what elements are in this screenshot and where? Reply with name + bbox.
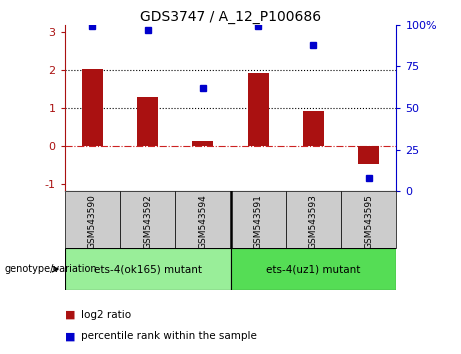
Bar: [192, 141, 213, 146]
Text: GSM543594: GSM543594: [198, 194, 207, 249]
Bar: [358, 146, 379, 164]
Text: log2 ratio: log2 ratio: [81, 310, 131, 320]
Bar: [286, 191, 341, 248]
Bar: [248, 73, 269, 146]
Text: ets-4(ok165) mutant: ets-4(ok165) mutant: [94, 264, 201, 274]
Text: GSM543595: GSM543595: [364, 194, 373, 249]
Bar: [230, 248, 396, 290]
Text: ■: ■: [65, 310, 75, 320]
Text: ets-4(uz1) mutant: ets-4(uz1) mutant: [266, 264, 361, 274]
Bar: [137, 97, 158, 146]
Text: GSM543591: GSM543591: [254, 194, 263, 249]
Bar: [175, 191, 230, 248]
Bar: [65, 248, 230, 290]
Text: GSM543593: GSM543593: [309, 194, 318, 249]
Bar: [303, 111, 324, 146]
Text: ■: ■: [65, 331, 75, 341]
Bar: [120, 191, 175, 248]
Bar: [82, 69, 103, 146]
Text: GSM543590: GSM543590: [88, 194, 97, 249]
Bar: [65, 191, 120, 248]
Text: GSM543592: GSM543592: [143, 194, 152, 249]
Bar: [230, 191, 286, 248]
Bar: [341, 191, 396, 248]
Text: percentile rank within the sample: percentile rank within the sample: [81, 331, 257, 341]
Title: GDS3747 / A_12_P100686: GDS3747 / A_12_P100686: [140, 10, 321, 24]
Text: genotype/variation: genotype/variation: [5, 264, 97, 274]
